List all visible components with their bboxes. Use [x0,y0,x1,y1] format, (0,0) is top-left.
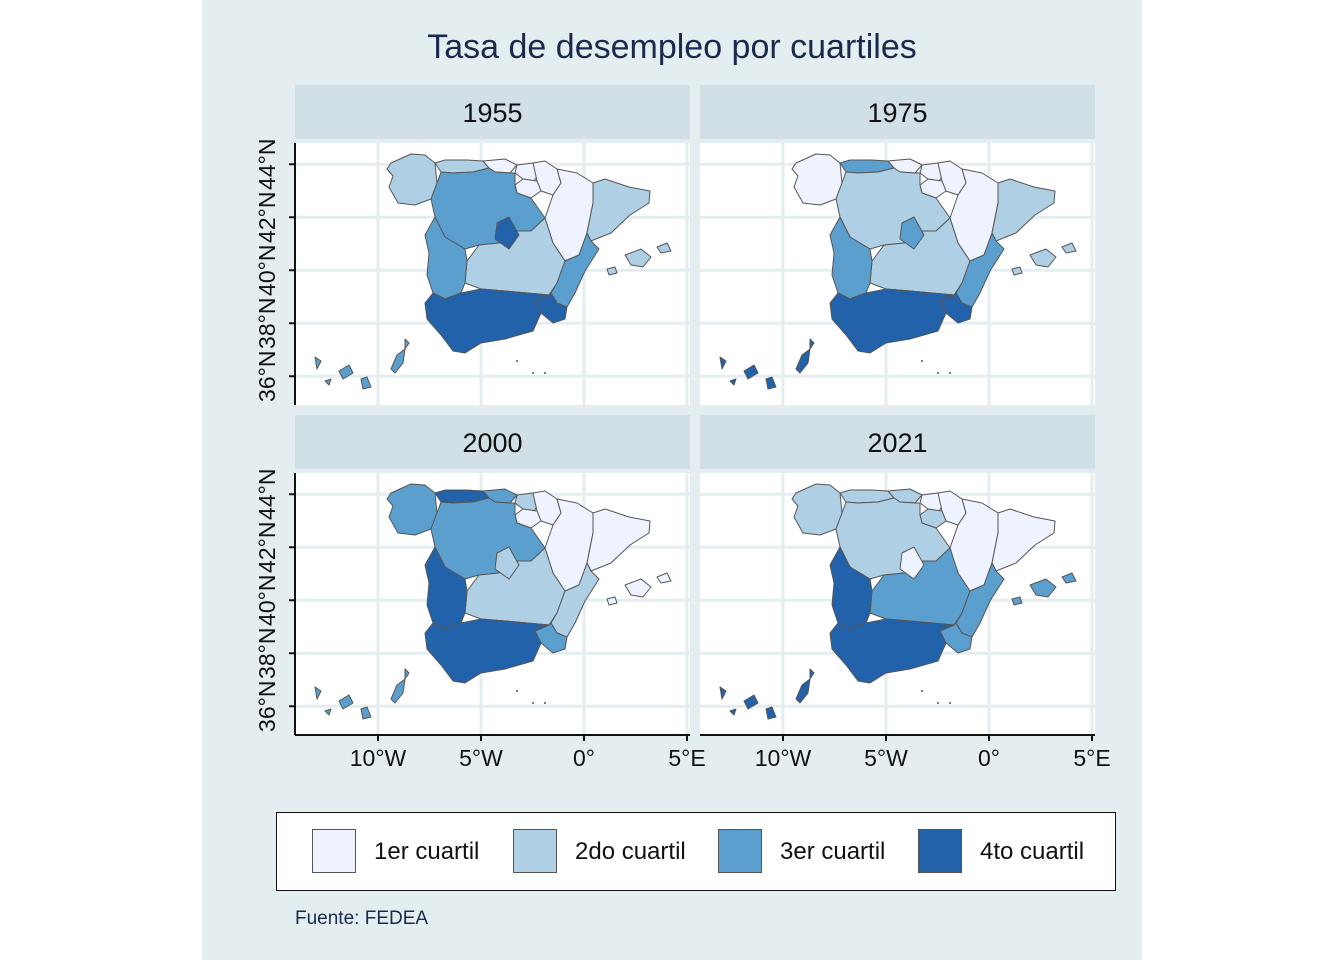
x-tick-label: 5°W [864,745,908,771]
y-tick-label: 36°N [254,681,280,732]
y-tick-label: 40°N [254,245,280,296]
y-tick-label: 42°N [254,522,280,573]
y-tick-label: 38°N [254,628,280,679]
y-tick-label: 44°N [254,139,280,190]
region-canarias [719,668,815,720]
islet-dot [921,690,923,692]
legend-swatch-q1 [312,829,356,873]
legend: 1er cuartil 2do cuartil 3er cuartil 4to … [276,812,1116,891]
chart-title: Tasa de desempleo por cuartiles [427,28,917,66]
map-panel-2021: 2021 10°W 5°W 0° 5°E [700,415,1111,771]
islet-dot [532,372,534,374]
regions [314,483,672,720]
panel-year-label: 2021 [867,428,927,458]
source-note: Fuente: FEDEA [295,908,429,929]
region-galicia [386,483,438,536]
map-panel-1955: 1955 36°N38°N40°N42°N44°N [254,85,690,405]
region-galicia [791,153,843,206]
x-tick-label: 5°E [668,745,705,771]
regions [314,153,672,390]
figure-canvas: Tasa de desempleo por cuartiles 1955 36°N… [202,0,1142,960]
region-baleares [1011,242,1077,276]
regions [719,483,1077,720]
islet-dot [949,702,951,704]
legend-label-q2: 2do cuartil [575,838,686,865]
region-valencia [550,232,600,308]
legend-swatch-q3 [718,829,762,873]
region-madrid [494,216,520,250]
region-valencia [955,232,1005,308]
region-madrid [899,546,925,580]
islet-dot [532,702,534,704]
x-tick-label: 5°E [1073,745,1110,771]
region-andalucia [829,288,955,354]
region-cataluna [991,178,1056,242]
panel-year-label: 1955 [462,98,522,128]
legend-label-q3: 3er cuartil [780,838,886,865]
regions [719,153,1077,390]
region-canarias [314,338,410,390]
region-canarias [719,338,815,390]
region-andalucia [829,618,955,684]
region-galicia [791,483,843,536]
y-tick-label: 42°N [254,192,280,243]
region-baleares [1011,572,1077,606]
islet-dot [544,702,546,704]
islet-dot [949,372,951,374]
legend-label-q4: 4to cuartil [980,838,1085,865]
y-tick-label: 44°N [254,469,280,520]
region-valencia [550,562,600,638]
islet-dot [544,372,546,374]
x-tick-label: 5°W [459,745,503,771]
x-tick-label: 10°W [755,745,812,771]
islet-dot [921,360,923,362]
y-tick-label: 40°N [254,575,280,626]
x-tick-label: 0° [978,745,1000,771]
islet-dot [937,372,939,374]
region-cataluna [586,178,651,242]
legend-swatch-q4 [918,829,962,873]
region-andalucia [424,618,550,684]
region-madrid [899,216,925,250]
y-tick-label: 38°N [254,298,280,349]
x-tick-label: 0° [573,745,595,771]
panel-strip [295,415,690,469]
region-valencia [955,562,1005,638]
map-panel-1975: 1975 [700,85,1095,405]
panel-year-label: 2000 [462,428,522,458]
panel-strip [295,85,690,139]
panel-strip [700,85,1095,139]
region-canarias [314,668,410,720]
panel-year-label: 1975 [867,98,927,128]
islet-dot [937,702,939,704]
legend-swatch-q2 [513,829,557,873]
region-madrid [494,546,520,580]
map-grid: 195536°N38°N40°N42°N44°N1975200036°N38°N… [254,85,1111,771]
region-baleares [606,572,672,606]
region-cataluna [586,508,651,572]
y-tick-label: 36°N [254,351,280,402]
islet-dot [516,690,518,692]
region-cataluna [991,508,1056,572]
islet-dot [516,360,518,362]
x-tick-label: 10°W [350,745,407,771]
legend-label-q1: 1er cuartil [374,838,480,865]
panel-strip [700,415,1095,469]
map-panel-2000: 2000 36°N38°N40°N42°N44°N 10°W 5°W 0° 5°E [254,415,706,771]
region-baleares [606,242,672,276]
region-galicia [386,153,438,206]
region-andalucia [424,288,550,354]
